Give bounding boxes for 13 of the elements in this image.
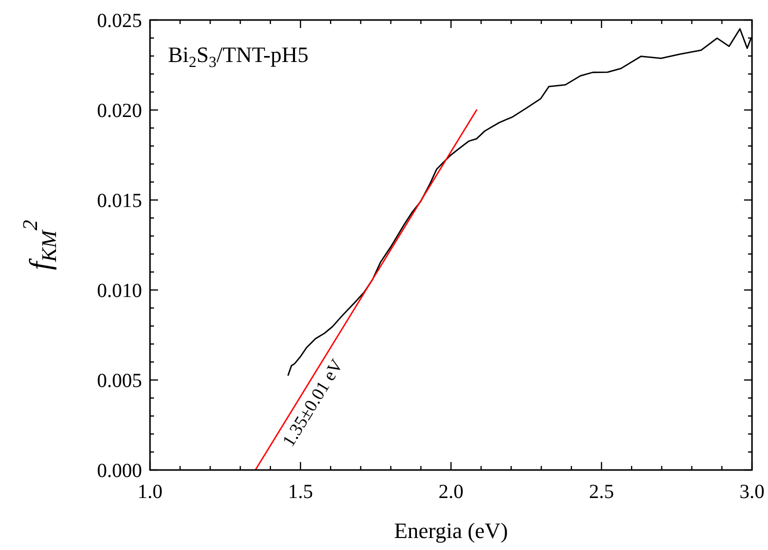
x-axis-title: Energia (eV) [394, 518, 508, 543]
x-tick-label: 1.0 [138, 481, 162, 503]
x-tick-label: 2.0 [438, 481, 464, 503]
text: Bi$_{2}$S$_{3}$/TNT-pH5 [168, 42, 309, 70]
y-tick-label: 0.005 [97, 370, 142, 392]
y-tick-label: 0.025 [97, 10, 142, 32]
y-tick-label: 0.000 [97, 460, 142, 482]
y-tick-label: 0.015 [97, 190, 142, 212]
y-tick-label: 0.020 [97, 100, 142, 122]
x-tick-label: 2.5 [589, 481, 614, 503]
y-tick-label: 0.010 [97, 280, 142, 302]
x-tick-label: 3.0 [740, 481, 764, 503]
x-tick-label: 1.5 [288, 481, 313, 503]
